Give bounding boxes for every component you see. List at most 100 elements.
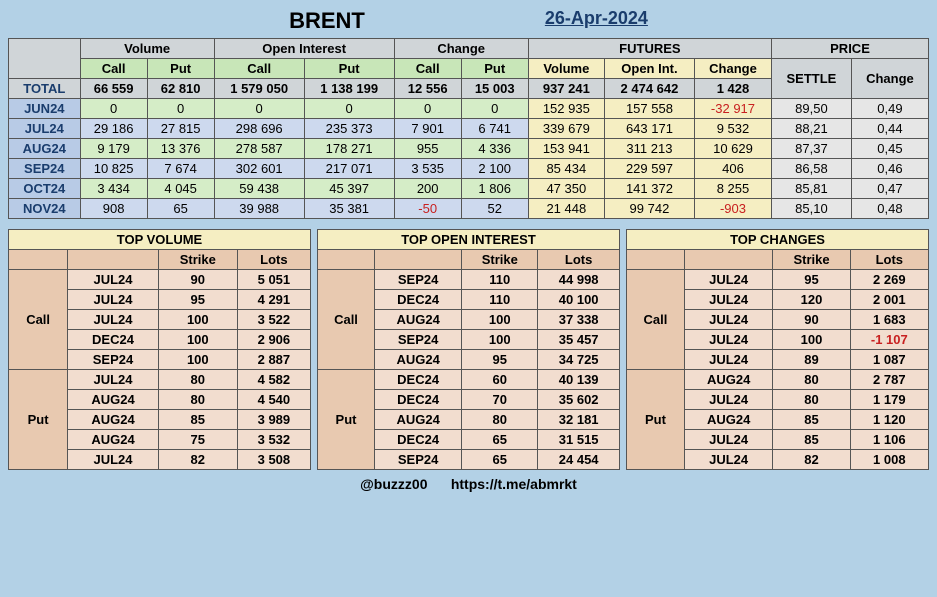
panel-cell: 95 bbox=[773, 270, 850, 290]
panel-cell: AUG24 bbox=[68, 430, 159, 450]
data-cell: 13 376 bbox=[147, 139, 214, 159]
data-cell: 39 988 bbox=[214, 199, 304, 219]
data-cell: 908 bbox=[80, 199, 147, 219]
panel-cell: 1 008 bbox=[850, 450, 928, 470]
total-label: TOTAL bbox=[9, 79, 81, 99]
data-cell: 3 434 bbox=[80, 179, 147, 199]
data-cell: 52 bbox=[461, 199, 528, 219]
row-label: OCT24 bbox=[9, 179, 81, 199]
panel-cell: JUL24 bbox=[684, 310, 773, 330]
total-cell: 1 138 199 bbox=[304, 79, 394, 99]
subhdr: Put bbox=[147, 59, 214, 79]
panel-cell: 110 bbox=[462, 290, 538, 310]
panel-cell: JUL24 bbox=[684, 330, 773, 350]
panel-cell: JUL24 bbox=[68, 370, 159, 390]
data-cell: 339 679 bbox=[528, 119, 604, 139]
data-cell: 3 535 bbox=[394, 159, 461, 179]
panel-cell: 3 532 bbox=[237, 430, 310, 450]
hdr-futures: FUTURES bbox=[528, 39, 771, 59]
panel-cell: 1 120 bbox=[850, 410, 928, 430]
panel-cell: 44 998 bbox=[538, 270, 620, 290]
panel-cell: 35 457 bbox=[538, 330, 620, 350]
subhdr: Call bbox=[394, 59, 461, 79]
panel-cell: SEP24 bbox=[375, 450, 462, 470]
panel-cell: 85 bbox=[773, 430, 850, 450]
data-cell: 141 372 bbox=[604, 179, 694, 199]
total-cell: 1 579 050 bbox=[214, 79, 304, 99]
data-cell: 311 213 bbox=[604, 139, 694, 159]
data-cell: 157 558 bbox=[604, 99, 694, 119]
data-cell: 87,37 bbox=[772, 139, 852, 159]
data-cell: 8 255 bbox=[694, 179, 771, 199]
side-label-call: Call bbox=[627, 270, 685, 370]
row-label: NOV24 bbox=[9, 199, 81, 219]
panel-cell: 40 139 bbox=[538, 370, 620, 390]
data-cell: 152 935 bbox=[528, 99, 604, 119]
panel-cell: 2 787 bbox=[850, 370, 928, 390]
panel-cell: 120 bbox=[773, 290, 850, 310]
page-date: 26-Apr-2024 bbox=[545, 8, 648, 34]
panel-cell: 110 bbox=[462, 270, 538, 290]
data-cell: 6 741 bbox=[461, 119, 528, 139]
row-label: JUN24 bbox=[9, 99, 81, 119]
total-cell: 937 241 bbox=[528, 79, 604, 99]
panel-cell: 24 454 bbox=[538, 450, 620, 470]
data-cell: 45 397 bbox=[304, 179, 394, 199]
data-cell: 0,46 bbox=[851, 159, 928, 179]
panel-cell: DEC24 bbox=[375, 290, 462, 310]
panel-cell: 100 bbox=[158, 310, 237, 330]
panel-cell: 2 906 bbox=[237, 330, 310, 350]
panel-cell: 2 001 bbox=[850, 290, 928, 310]
panel-cell: 80 bbox=[158, 390, 237, 410]
panel-cell: 89 bbox=[773, 350, 850, 370]
panel-cell: 95 bbox=[462, 350, 538, 370]
data-cell: 178 271 bbox=[304, 139, 394, 159]
panel-cell: 4 291 bbox=[237, 290, 310, 310]
panel-cell: JUL24 bbox=[684, 450, 773, 470]
subhdr: Put bbox=[304, 59, 394, 79]
panel-cell: 1 179 bbox=[850, 390, 928, 410]
panel-cell: 3 522 bbox=[237, 310, 310, 330]
panel-cell: -1 107 bbox=[850, 330, 928, 350]
row-label: AUG24 bbox=[9, 139, 81, 159]
panel-cell: 35 602 bbox=[538, 390, 620, 410]
panel-cell: 100 bbox=[158, 350, 237, 370]
data-cell: 35 381 bbox=[304, 199, 394, 219]
panel-cell: DEC24 bbox=[375, 390, 462, 410]
panel-cell: JUL24 bbox=[68, 310, 159, 330]
panel-cell: JUL24 bbox=[684, 350, 773, 370]
total-cell: 2 474 642 bbox=[604, 79, 694, 99]
main-table: VolumeOpen InterestChangeFUTURESPRICECal… bbox=[8, 38, 929, 219]
panel-table: TOP VOLUMEStrikeLotsCallJUL24905 051JUL2… bbox=[8, 229, 311, 470]
data-cell: 1 806 bbox=[461, 179, 528, 199]
data-cell: 0,45 bbox=[851, 139, 928, 159]
panel-cell: 65 bbox=[462, 450, 538, 470]
panel-cell: 80 bbox=[158, 370, 237, 390]
data-cell: 9 532 bbox=[694, 119, 771, 139]
panel-cell: 75 bbox=[158, 430, 237, 450]
data-cell: 29 186 bbox=[80, 119, 147, 139]
total-cell: 1 428 bbox=[694, 79, 771, 99]
data-cell: 85,81 bbox=[772, 179, 852, 199]
panel-cell: DEC24 bbox=[375, 430, 462, 450]
panel-col: Strike bbox=[773, 250, 850, 270]
panel-cell: 1 106 bbox=[850, 430, 928, 450]
data-cell: -32 917 bbox=[694, 99, 771, 119]
data-cell: 0 bbox=[461, 99, 528, 119]
panel-cell: 100 bbox=[462, 310, 538, 330]
row-label: JUL24 bbox=[9, 119, 81, 139]
panel-cell: JUL24 bbox=[684, 390, 773, 410]
panel-cell: 90 bbox=[773, 310, 850, 330]
footer-link: https://t.me/abmrkt bbox=[451, 476, 577, 492]
header-row: BRENT 26-Apr-2024 bbox=[8, 8, 929, 34]
subhdr: Put bbox=[461, 59, 528, 79]
panel-cell: JUL24 bbox=[68, 450, 159, 470]
panel-title: TOP CHANGES bbox=[627, 230, 929, 250]
panel-cell: 80 bbox=[773, 370, 850, 390]
data-cell: -50 bbox=[394, 199, 461, 219]
hdr-volume: Volume bbox=[80, 39, 214, 59]
panel-cell: JUL24 bbox=[684, 270, 773, 290]
panel-cell: 4 582 bbox=[237, 370, 310, 390]
data-cell: 99 742 bbox=[604, 199, 694, 219]
data-cell: 47 350 bbox=[528, 179, 604, 199]
